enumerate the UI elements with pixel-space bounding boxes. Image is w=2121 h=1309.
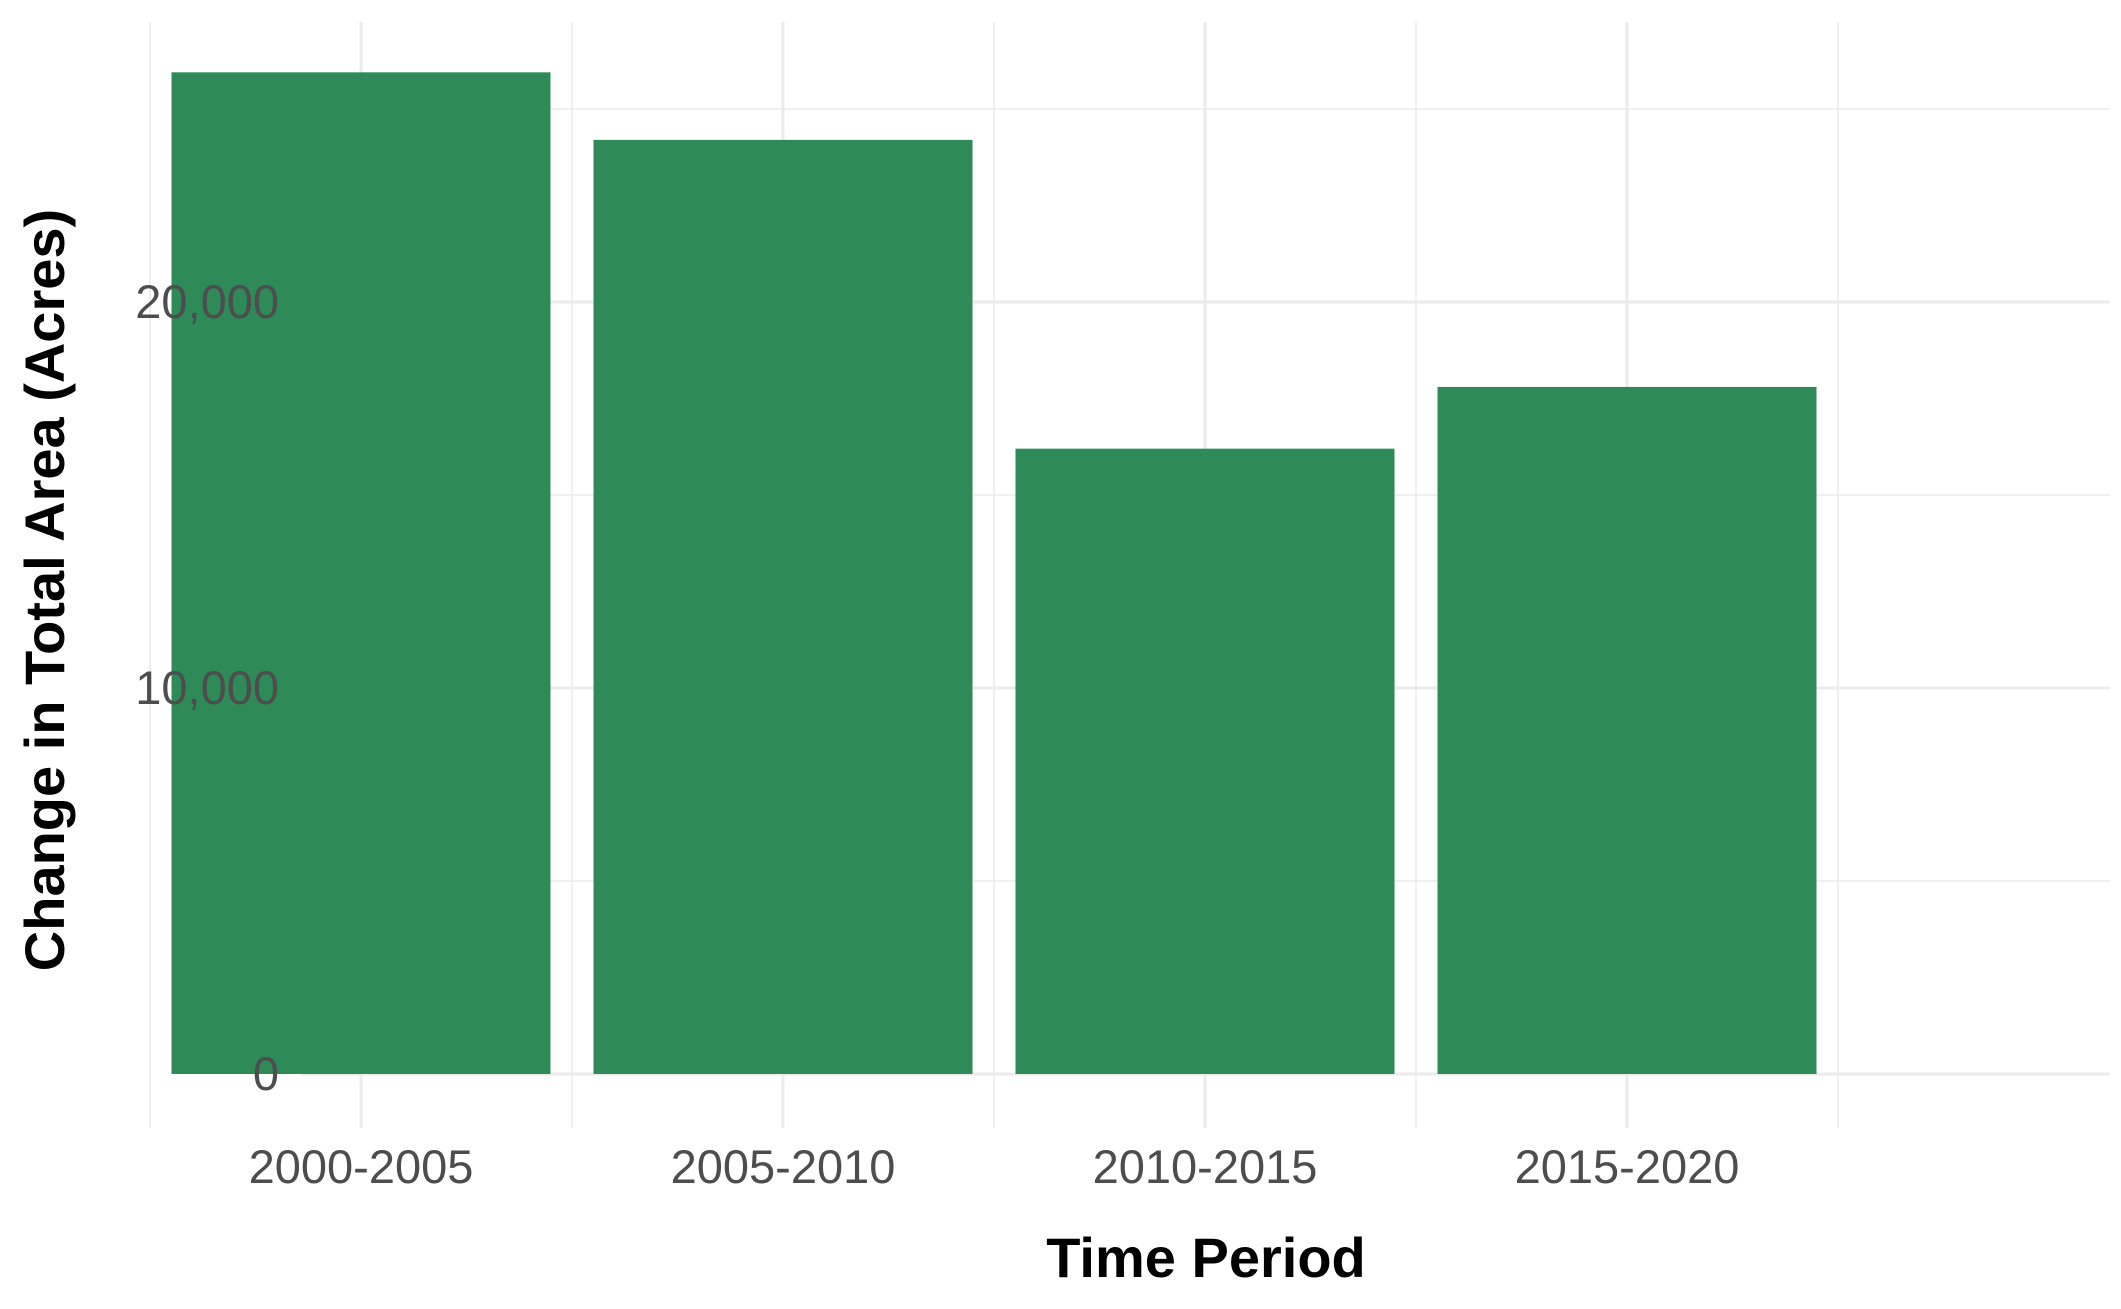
x-axis-title: Time Period xyxy=(1046,1226,1366,1289)
bar-2015-2020 xyxy=(1437,386,1817,1074)
x-tick-label: 2005-2010 xyxy=(671,1140,896,1193)
x-axis-ticks: 2000-2005 2005-2010 2010-2015 2015-2020 xyxy=(249,1140,1740,1193)
y-tick-label: 20,000 xyxy=(135,275,279,328)
y-tick-label: 0 xyxy=(253,1047,279,1100)
x-tick-label: 2015-2020 xyxy=(1515,1140,1740,1193)
y-axis-ticks: 0 10,000 20,000 xyxy=(135,275,279,1100)
x-tick-label: 2010-2015 xyxy=(1093,1140,1318,1193)
y-tick-label: 10,000 xyxy=(135,661,279,714)
bars xyxy=(171,72,1817,1074)
bar-2000-2005 xyxy=(171,72,551,1074)
x-tick-label: 2000-2005 xyxy=(249,1140,474,1193)
bar-2005-2010 xyxy=(593,139,973,1074)
bar-2010-2015 xyxy=(1015,448,1395,1074)
y-axis-title: Change in Total Area (Acres) xyxy=(13,209,76,971)
